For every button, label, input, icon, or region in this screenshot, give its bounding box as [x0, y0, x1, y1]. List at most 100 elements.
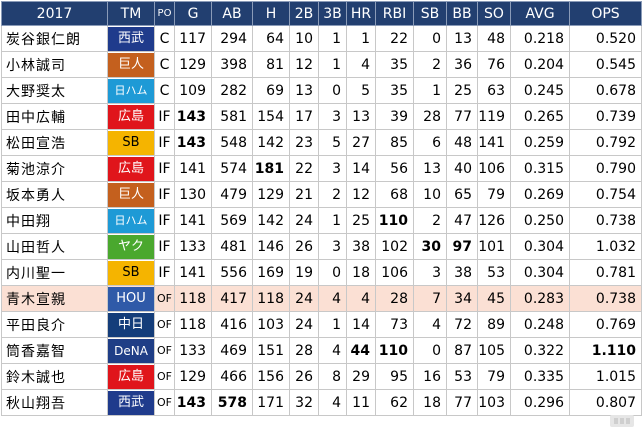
- stat-sb: 10: [413, 181, 447, 208]
- stat-ab: 294: [211, 25, 253, 52]
- stat-ab: 574: [211, 155, 253, 182]
- table-row: 秋山翔吾 西武 OF 143 578 171 32 4 11 62 18 77 103 0.296 0.80…: [1, 389, 642, 416]
- stat-g: 118: [174, 285, 212, 312]
- stat-bb: 34: [446, 285, 478, 312]
- stat-sb: 6: [413, 129, 447, 156]
- team-badge: SB: [108, 260, 154, 285]
- team-badge: 中日: [108, 312, 154, 337]
- stat-hr: 4: [346, 51, 376, 78]
- stat-3b: 2: [318, 181, 347, 208]
- stat-hr: 12: [346, 181, 376, 208]
- stat-h: 156: [252, 363, 290, 390]
- team-badge: ヤク: [108, 234, 154, 259]
- stat-hr: 44: [346, 337, 376, 364]
- stat-g: 117: [174, 25, 212, 52]
- stat-avg: 0.248: [510, 311, 570, 338]
- stat-rbi: 22: [375, 25, 414, 52]
- stat-3b: 3: [318, 233, 347, 260]
- team-cell: 日ハム: [107, 207, 155, 234]
- table-row: 鈴木誠也 広島 OF 129 466 156 26 8 29 95 16 53 79 0.335 1.015: [1, 363, 642, 390]
- header-avg: AVG: [510, 1, 570, 26]
- header-year: 2017: [1, 1, 108, 26]
- stat-h: 181: [252, 155, 290, 182]
- stat-so: 53: [477, 259, 511, 286]
- stat-h: 129: [252, 181, 290, 208]
- position-cell: IF: [154, 233, 175, 260]
- stat-3b: 0: [318, 77, 347, 104]
- stat-ops: 0.739: [569, 103, 642, 130]
- stat-2b: 12: [289, 51, 319, 78]
- stat-h: 171: [252, 389, 290, 416]
- stat-avg: 0.315: [510, 155, 570, 182]
- stat-so: 105: [477, 337, 511, 364]
- position-cell: IF: [154, 207, 175, 234]
- team-cell: 広島: [107, 363, 155, 390]
- team-badge: 西武: [108, 26, 154, 51]
- stat-so: 89: [477, 311, 511, 338]
- stat-ops: 1.032: [569, 233, 642, 260]
- stat-g: 109: [174, 77, 212, 104]
- stat-hr: 18: [346, 259, 376, 286]
- table-row: 田中広輔 広島 IF 143 581 154 17 3 13 39 28 77 119 0.265 0.73…: [1, 103, 642, 130]
- table-row: 山田哲人 ヤク IF 133 481 146 26 3 38 102 30 97 101 0.304 1.0…: [1, 233, 642, 260]
- stat-so: 103: [477, 389, 511, 416]
- team-cell: 西武: [107, 389, 155, 416]
- stat-2b: 24: [289, 207, 319, 234]
- stat-sb: 30: [413, 233, 447, 260]
- stat-2b: 22: [289, 155, 319, 182]
- position-cell: IF: [154, 103, 175, 130]
- stat-bb: 87: [446, 337, 478, 364]
- stat-ab: 417: [211, 285, 253, 312]
- stat-sb: 0: [413, 25, 447, 52]
- stat-g: 141: [174, 155, 212, 182]
- team-badge: 日ハム: [108, 78, 154, 103]
- stat-ops: 0.781: [569, 259, 642, 286]
- stat-avg: 0.245: [510, 77, 570, 104]
- stat-3b: 4: [318, 389, 347, 416]
- stat-bb: 38: [446, 259, 478, 286]
- position-cell: IF: [154, 181, 175, 208]
- stat-2b: 24: [289, 311, 319, 338]
- stat-ab: 578: [211, 389, 253, 416]
- stat-ab: 466: [211, 363, 253, 390]
- stat-ab: 569: [211, 207, 253, 234]
- stat-ops: 0.790: [569, 155, 642, 182]
- stat-hr: 1: [346, 25, 376, 52]
- team-cell: 日ハム: [107, 77, 155, 104]
- position-cell: OF: [154, 389, 175, 416]
- stat-g: 143: [174, 103, 212, 130]
- stat-3b: 1: [318, 207, 347, 234]
- stat-avg: 0.283: [510, 285, 570, 312]
- header-bb: BB: [446, 1, 478, 26]
- stat-ab: 416: [211, 311, 253, 338]
- header-sb: SB: [413, 1, 447, 26]
- stat-h: 146: [252, 233, 290, 260]
- player-name: 秋山翔吾: [1, 389, 108, 416]
- stat-bb: 77: [446, 103, 478, 130]
- table-row: 青木宣親 HOU OF 118 417 118 24 4 4 28 7 34 45 0.283 0.738: [1, 285, 642, 312]
- team-cell: 西武: [107, 25, 155, 52]
- stat-hr: 27: [346, 129, 376, 156]
- stat-3b: 4: [318, 337, 347, 364]
- stat-bb: 40: [446, 155, 478, 182]
- stat-ab: 479: [211, 181, 253, 208]
- stat-so: 76: [477, 51, 511, 78]
- stat-3b: 8: [318, 363, 347, 390]
- stat-g: 118: [174, 311, 212, 338]
- team-cell: DeNA: [107, 337, 155, 364]
- team-badge: 広島: [108, 156, 154, 181]
- stat-2b: 32: [289, 389, 319, 416]
- player-name: 内川聖一: [1, 259, 108, 286]
- stat-so: 106: [477, 155, 511, 182]
- position-cell: OF: [154, 363, 175, 390]
- stat-rbi: 28: [375, 285, 414, 312]
- stat-sb: 2: [413, 207, 447, 234]
- stat-sb: 3: [413, 259, 447, 286]
- team-cell: SB: [107, 259, 155, 286]
- stat-ops: 0.738: [569, 285, 642, 312]
- table-row: 小林誠司 巨人 C 129 398 81 12 1 4 35 2 36 76 0.204 0.545: [1, 51, 642, 78]
- stat-3b: 0: [318, 259, 347, 286]
- team-cell: 巨人: [107, 51, 155, 78]
- stat-g: 129: [174, 51, 212, 78]
- player-name: 坂本勇人: [1, 181, 108, 208]
